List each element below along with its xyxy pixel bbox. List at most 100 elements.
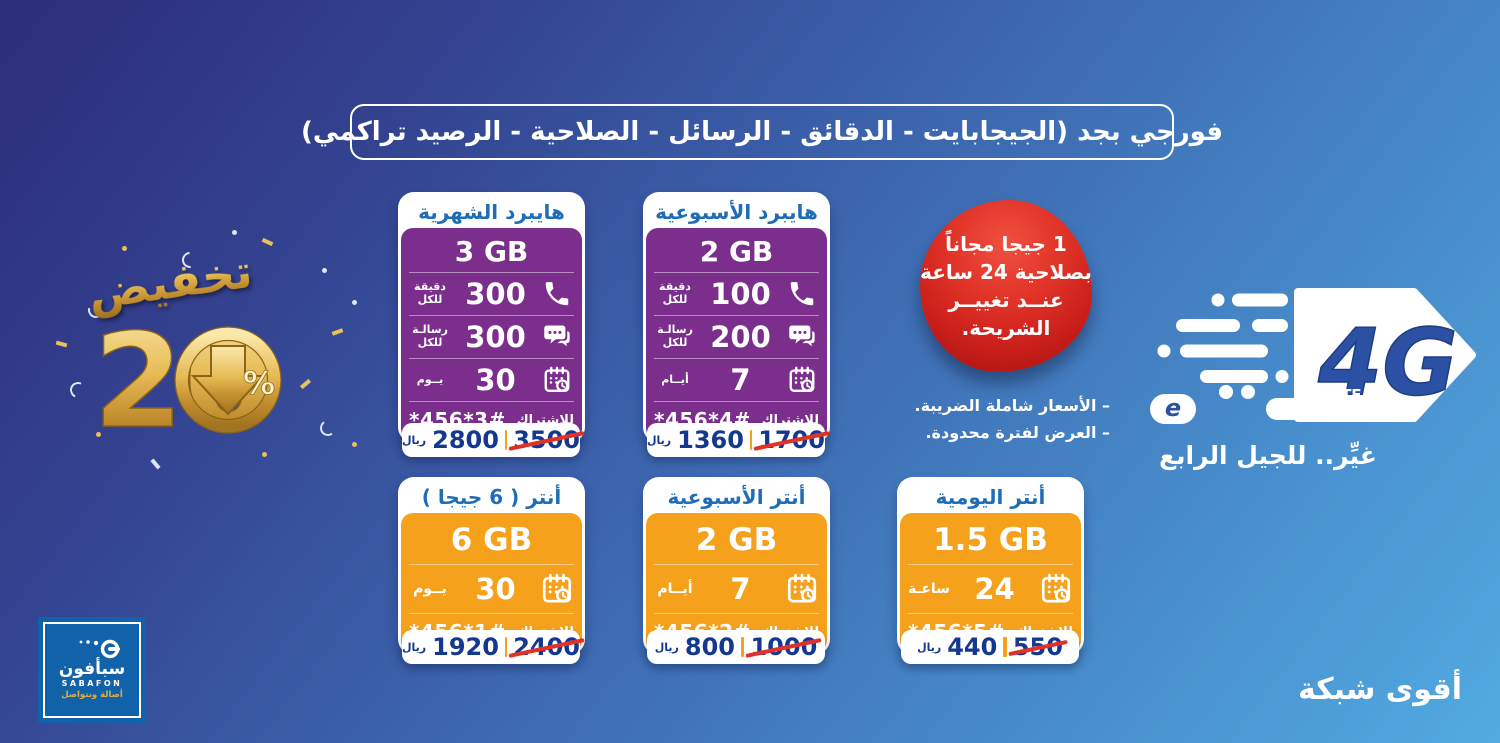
sabafon-swirl-icon — [79, 640, 120, 659]
plan-card-hybrid-monthly: هايبرد الشهرية 3 GB 300 دقيقة للكل 300 رس… — [398, 192, 585, 443]
minutes-unit: دقيقة للكل — [414, 280, 446, 306]
confetti — [55, 340, 68, 348]
confetti — [318, 418, 338, 438]
offer-notes: – الأسعار شاملة الضريبة. – العرض لفترة م… — [900, 392, 1110, 446]
currency: ريال — [402, 640, 427, 654]
plan-title: هايبرد الشهرية — [418, 200, 565, 224]
confetti — [232, 230, 237, 235]
confetti — [352, 442, 357, 447]
plan-title: أنتر ( 6 جيجا ) — [421, 485, 562, 509]
confetti — [261, 237, 274, 247]
data-allowance: 1.5 GB — [908, 515, 1073, 565]
validity-value: 30 — [475, 572, 516, 606]
confetti — [322, 268, 327, 273]
sabafon-latin: SABAFON — [61, 679, 123, 689]
price-separator — [504, 637, 508, 657]
network-slogan: أقوى شبكة — [1297, 672, 1462, 707]
calendar-clock-icon — [1039, 572, 1073, 606]
price-pill: 3500 2800 ريال — [402, 423, 580, 457]
currency: ريال — [654, 640, 679, 654]
phone-icon — [540, 279, 574, 309]
plan-card-anter-daily: أنتر اليومية 1.5 GB 24 ساعـة للاشتراك *4… — [897, 477, 1084, 655]
sms-row: 300 رسالـة للكل — [409, 316, 574, 359]
phone-icon — [785, 279, 819, 309]
sabafon-mark-pill — [1150, 394, 1196, 424]
new-price: 800 — [684, 633, 735, 661]
sms-row: 200 رسالـة للكل — [654, 316, 819, 359]
confetti — [122, 246, 127, 251]
sabafon-arabic: سبأفون — [58, 659, 126, 680]
validity-unit: أيــام — [657, 580, 693, 597]
data-allowance: 2 GB — [654, 515, 819, 565]
confetti — [331, 328, 344, 336]
free-giga-badge: 1 جيجا مجاناً بصلاحية 24 ساعة عنــد تغيي… — [920, 200, 1092, 372]
minutes-value: 100 — [710, 277, 771, 311]
note: – الأسعار شاملة الضريبة. — [914, 396, 1110, 415]
price-pill: 2400 1920 ريال — [402, 630, 580, 664]
sms-icon — [540, 322, 574, 352]
discount-20-percent: 20 % — [92, 304, 282, 458]
new-price: 440 — [947, 633, 998, 661]
discount-ring — [175, 327, 281, 433]
sabafon-tagline: أصالة ونتواصل — [61, 689, 123, 700]
4g-lte-logo: 4G LTE e — [1150, 288, 1476, 424]
price-separator — [740, 637, 745, 657]
sms-unit: رسالـة للكل — [657, 323, 693, 349]
currency: ريال — [917, 640, 942, 654]
sms-icon — [785, 322, 819, 352]
validity-row: 30 يــوم — [409, 565, 574, 614]
badge-line: بصلاحية 24 ساعة — [920, 260, 1092, 284]
old-price: 2400 — [513, 633, 580, 661]
validity-row: 24 ساعـة — [908, 565, 1073, 614]
validity-unit: أيــام — [661, 372, 689, 386]
price-pill: 1700 1360 ريال — [647, 423, 825, 457]
badge-line: عنــد تغييــر — [948, 288, 1064, 312]
confetti — [352, 300, 357, 305]
sabafon-e-mark: e — [1165, 394, 1181, 422]
discount-percent: % — [243, 364, 275, 402]
data-allowance: 2 GB — [654, 230, 819, 273]
minutes-row: 100 دقيقة للكل — [654, 273, 819, 316]
minutes-value: 300 — [465, 277, 526, 311]
price-separator — [749, 430, 753, 450]
calendar-clock-icon — [785, 572, 819, 606]
plan-card-anter-weekly: أنتر الأسبوعية 2 GB 7 أيــام للاشتراك *4… — [643, 477, 830, 655]
sms-value: 200 — [710, 320, 771, 354]
validity-unit: ساعـة — [908, 580, 950, 597]
validity-value: 7 — [730, 572, 751, 606]
calendar-clock-icon — [785, 365, 819, 395]
old-price: 1000 — [750, 633, 818, 661]
currency: ريال — [402, 433, 427, 447]
validity-value: 30 — [475, 363, 516, 397]
badge-line: 1 جيجا مجاناً — [945, 232, 1067, 256]
plan-title: أنتر اليومية — [935, 485, 1046, 509]
sms-unit: رسالـة للكل — [412, 323, 448, 349]
old-price: 1700 — [758, 426, 825, 454]
sabafon-logo: سبأفون SABAFON أصالة ونتواصل — [38, 617, 146, 723]
lte-text: LTE — [1334, 386, 1362, 404]
new-price: 1920 — [432, 633, 499, 661]
4g-text: 4G — [1317, 309, 1458, 416]
calendar-clock-icon — [540, 572, 574, 606]
offer-banner: فورجي بجد (الجيجابايت - الدقائق - الرسائ… — [301, 104, 1223, 160]
price-pill: 550 440 ريال — [901, 630, 1079, 664]
4g-tagline: غيِّر.. للجيل الرابع — [1159, 441, 1377, 470]
price-separator — [1003, 637, 1007, 657]
validity-value: 7 — [730, 363, 751, 397]
currency: ريال — [647, 433, 672, 447]
new-price: 1360 — [677, 426, 744, 454]
old-price: 550 — [1012, 633, 1063, 661]
badge-line: الشريحة. — [961, 316, 1051, 340]
validity-value: 24 — [974, 572, 1015, 606]
sms-value: 300 — [465, 320, 526, 354]
arrow-plane-icon — [1294, 288, 1476, 422]
plan-title: أنتر الأسبوعية — [667, 485, 806, 509]
price-pill: 1000 800 ريال — [647, 630, 825, 664]
validity-unit: يــوم — [416, 372, 444, 386]
validity-unit: يــوم — [413, 580, 447, 597]
old-price: 3500 — [513, 426, 580, 454]
data-allowance: 3 GB — [409, 230, 574, 273]
minutes-row: 300 دقيقة للكل — [409, 273, 574, 316]
validity-row: 30 يــوم — [409, 359, 574, 402]
